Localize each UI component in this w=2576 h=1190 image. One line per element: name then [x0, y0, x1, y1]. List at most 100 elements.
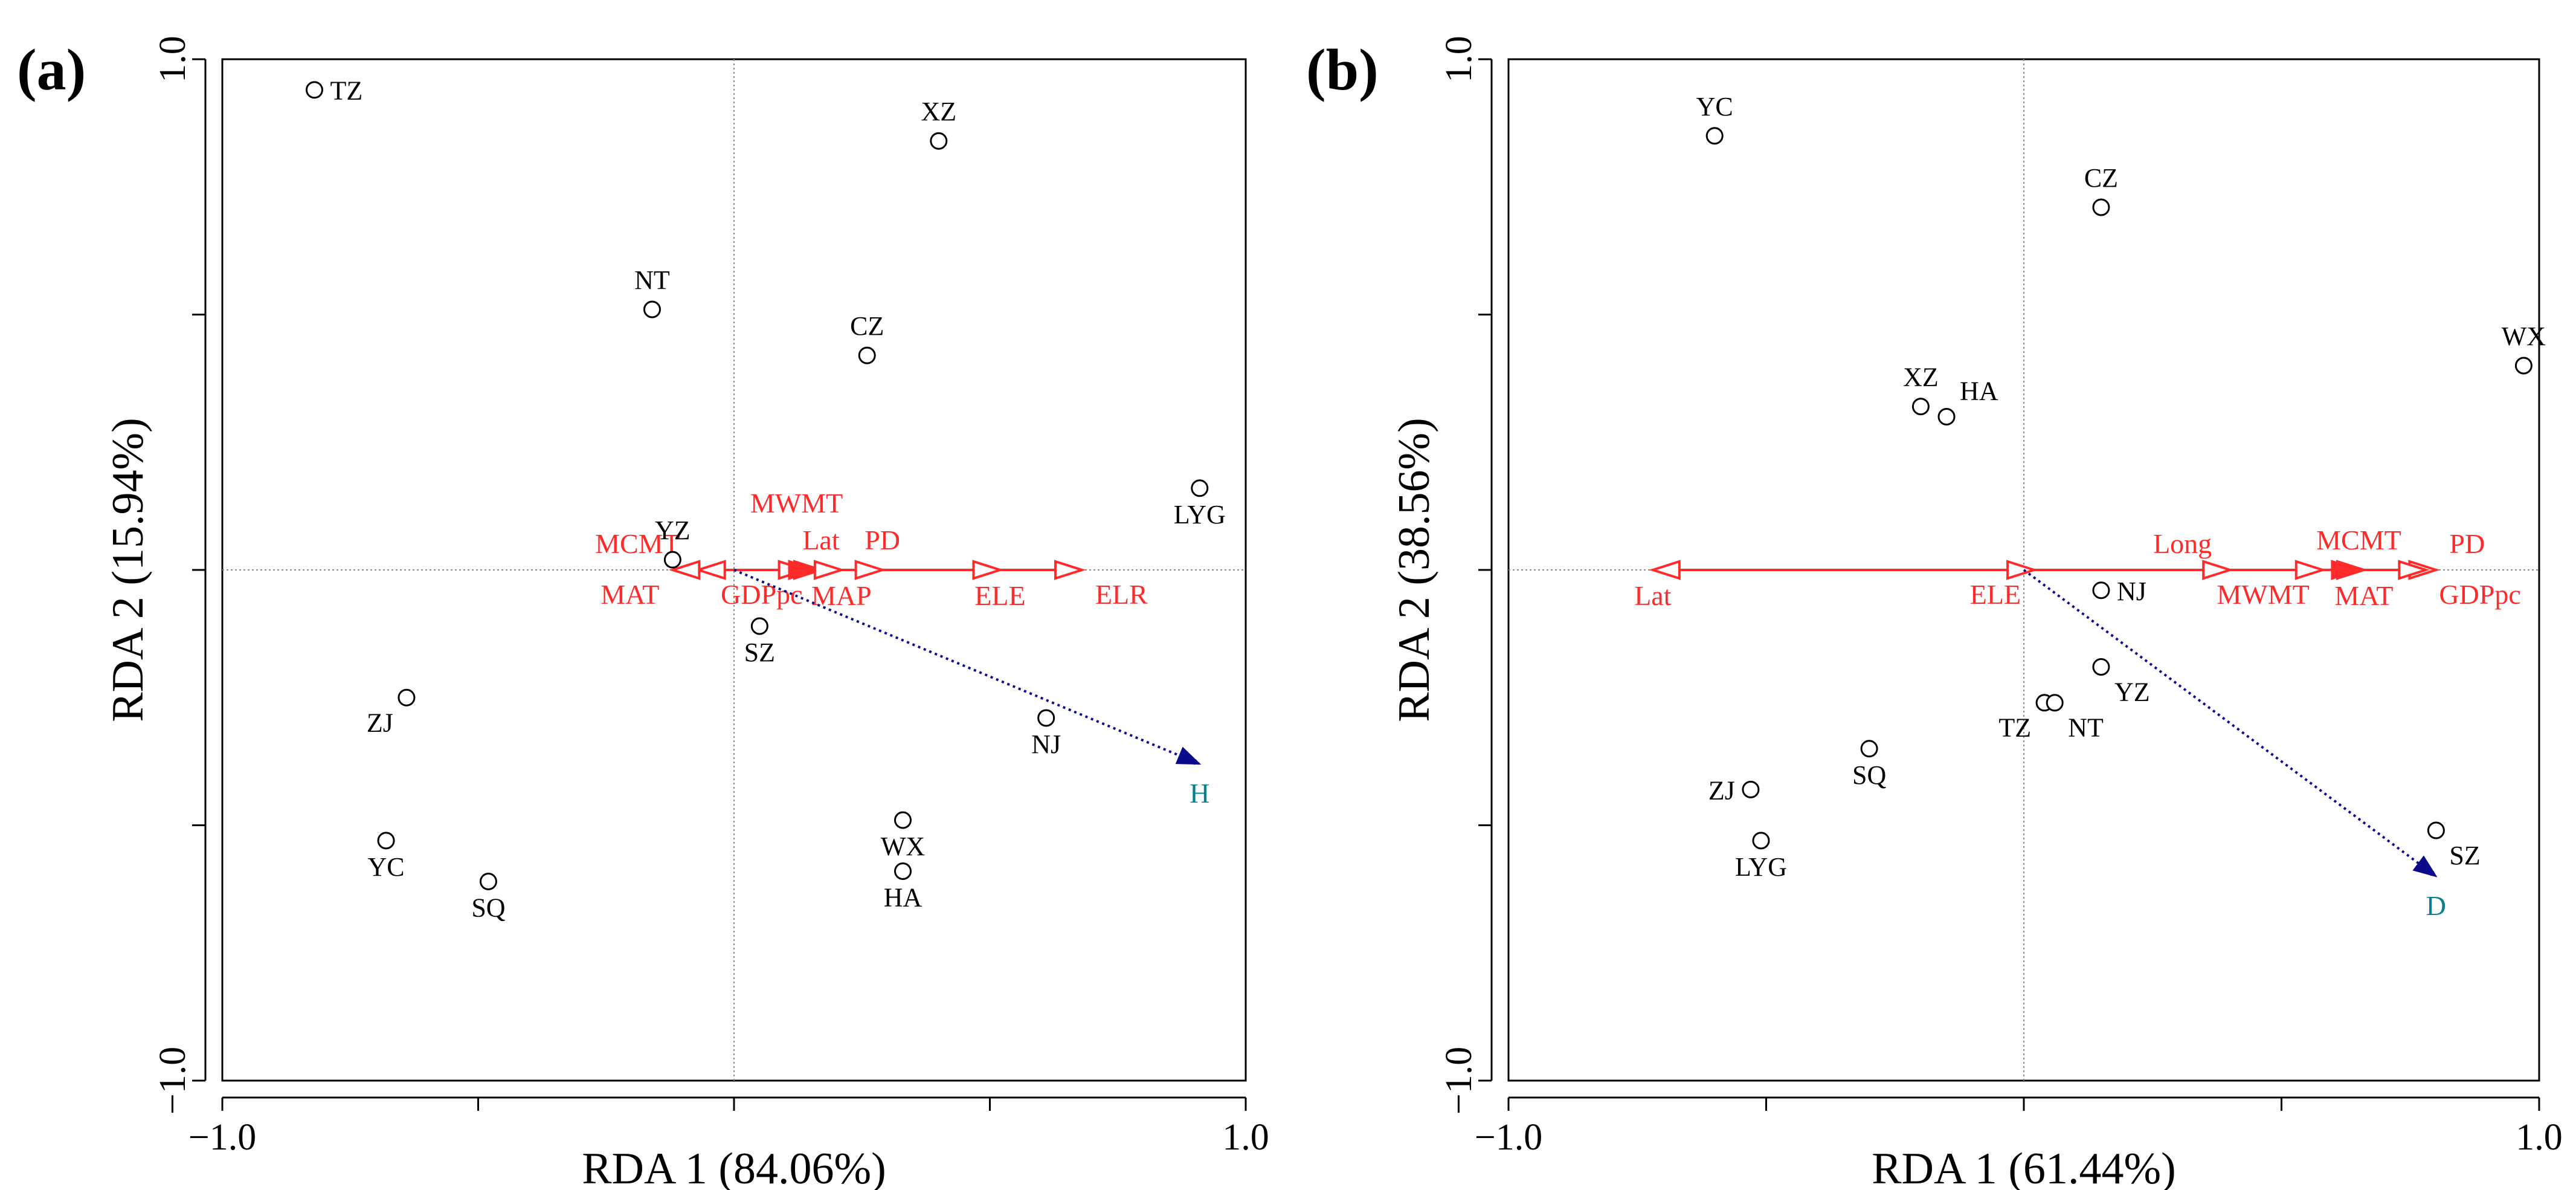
env-arrowhead-ele	[972, 560, 1005, 580]
env-arrowhead-mwmt	[2294, 560, 2327, 580]
site-label-ha: HA	[884, 883, 923, 913]
site-label-wx: WX	[2502, 322, 2546, 351]
env-label-mat: MAT	[2334, 580, 2393, 611]
site-point-cz	[2092, 198, 2110, 216]
panel-label: (b)	[1306, 37, 1379, 103]
env-arrowhead-gdppc	[788, 560, 820, 580]
site-point-yc	[377, 832, 395, 850]
env-arrowhead-elr	[1054, 560, 1086, 580]
env-label-mcmt: MCMT	[2316, 525, 2401, 555]
env-label-mwmt: MWMT	[2217, 579, 2309, 610]
x-axis-title: RDA 1 (61.44%)	[1872, 1144, 2176, 1190]
site-point-sz	[750, 617, 768, 635]
response-arrowhead	[2412, 855, 2438, 878]
site-point-nj	[1037, 709, 1055, 727]
site-point-wx	[894, 811, 912, 829]
env-label-gdppc: GDPpc	[721, 579, 802, 610]
env-arrowhead-map	[813, 560, 846, 580]
site-label-sq: SQ	[1852, 760, 1886, 790]
site-label-yz: YZ	[2114, 677, 2150, 707]
env-label-ele: ELE	[1970, 579, 2021, 610]
site-point-yz	[663, 551, 681, 569]
env-label-lat: Lat	[1634, 580, 1672, 611]
site-label-yz: YZ	[655, 516, 691, 545]
env-arrowhead-mat	[2336, 560, 2368, 580]
site-point-cz	[858, 346, 876, 364]
site-point-xz	[1911, 398, 1930, 416]
env-label-pd: PD	[865, 525, 900, 555]
response-vector-d	[2023, 569, 2437, 878]
y-axis-title: RDA 2 (15.94%)	[103, 418, 153, 722]
env-label-elr: ELR	[1095, 579, 1148, 610]
env-arrowhead-long	[2202, 560, 2234, 580]
site-point-sq	[479, 872, 497, 890]
env-label-mcmt: MCMT	[595, 528, 680, 559]
x-tick-label-min: −1.0	[1475, 1117, 1542, 1158]
site-label-zj: ZJ	[367, 708, 393, 737]
site-point-yc	[1705, 127, 1724, 145]
site-label-ha: HA	[1960, 377, 1998, 406]
env-label-long: Long	[2153, 528, 2212, 559]
site-point-ha	[1937, 408, 1956, 425]
y-tick-label-min: −1.0	[1438, 1047, 1480, 1114]
site-label-sz: SZ	[2449, 841, 2480, 870]
y-tick-label-max: 1.0	[152, 36, 193, 83]
env-label-gdppc: GDPpc	[2439, 579, 2520, 610]
response-label-d: D	[2426, 890, 2446, 921]
site-point-nt	[2046, 694, 2064, 712]
env-label-map: MAP	[811, 580, 872, 611]
site-label-zj: ZJ	[1708, 775, 1735, 805]
env-arrowhead-pd	[854, 560, 887, 580]
env-arrowhead-lat	[1649, 560, 1681, 580]
site-point-zj	[398, 688, 416, 707]
env-label-mat: MAT	[601, 579, 659, 610]
site-label-nt: NT	[2068, 713, 2104, 743]
site-label-xz: XZ	[921, 97, 956, 126]
site-label-wx: WX	[881, 832, 925, 861]
y-tick-label-min: −1.0	[152, 1047, 193, 1114]
panel-label: (a)	[17, 37, 86, 103]
x-tick-label-max: 1.0	[2516, 1117, 2563, 1158]
site-label-yc: YC	[367, 852, 404, 882]
env-label-ele: ELE	[974, 580, 1025, 611]
env-label-lat: Lat	[802, 525, 840, 555]
site-point-lyg	[1191, 479, 1209, 497]
site-label-cz: CZ	[850, 311, 884, 341]
site-label-sq: SQ	[471, 893, 505, 922]
site-point-zj	[1742, 780, 1760, 798]
site-point-xz	[930, 132, 948, 150]
site-point-tz	[305, 81, 323, 99]
env-arrowhead-gdppc	[2398, 560, 2430, 580]
y-axis-title: RDA 2 (38.56%)	[1389, 418, 1439, 722]
site-label-nt: NT	[634, 265, 670, 295]
site-point-sq	[1860, 740, 1878, 758]
env-label-pd: PD	[2449, 528, 2485, 559]
panel-a: (a) −1.0 1.0 RDA 1 (84.06%) 1.0 −1.0 RDA 2 (15…	[17, 36, 1269, 1190]
panel-b: (b) −1.0 1.0 RDA 1 (61.44%) 1.0 −1.0 RDA 2 (38…	[1306, 36, 2563, 1190]
env-label-mwmt: MWMT	[750, 488, 843, 519]
site-label-sz: SZ	[744, 638, 775, 667]
site-point-yz	[2092, 658, 2110, 676]
site-label-nj: NJ	[1031, 729, 1061, 759]
site-label-nj: NJ	[2117, 577, 2146, 606]
site-label-tz: TZ	[1998, 713, 2031, 743]
site-point-sz	[2427, 821, 2445, 839]
env-arrowhead-mcmt	[694, 560, 726, 580]
site-label-lyg: LYG	[1174, 500, 1226, 529]
x-tick-label-max: 1.0	[1222, 1117, 1269, 1158]
site-point-nj	[2092, 581, 2110, 600]
site-label-xz: XZ	[1903, 363, 1939, 392]
env-arrowhead-mat	[668, 560, 701, 580]
response-arrowhead	[1175, 746, 1202, 765]
env-arrowhead-ele	[2006, 560, 2038, 580]
site-label-cz: CZ	[2084, 163, 2118, 193]
response-label-h: H	[1190, 778, 1209, 809]
site-point-lyg	[1752, 832, 1770, 850]
site-label-yc: YC	[1696, 92, 1733, 121]
site-label-tz: TZ	[330, 76, 362, 106]
x-tick-label-min: −1.0	[188, 1117, 256, 1158]
site-point-wx	[2514, 357, 2533, 375]
y-tick-label-max: 1.0	[1438, 36, 1480, 83]
site-point-nt	[643, 300, 661, 319]
